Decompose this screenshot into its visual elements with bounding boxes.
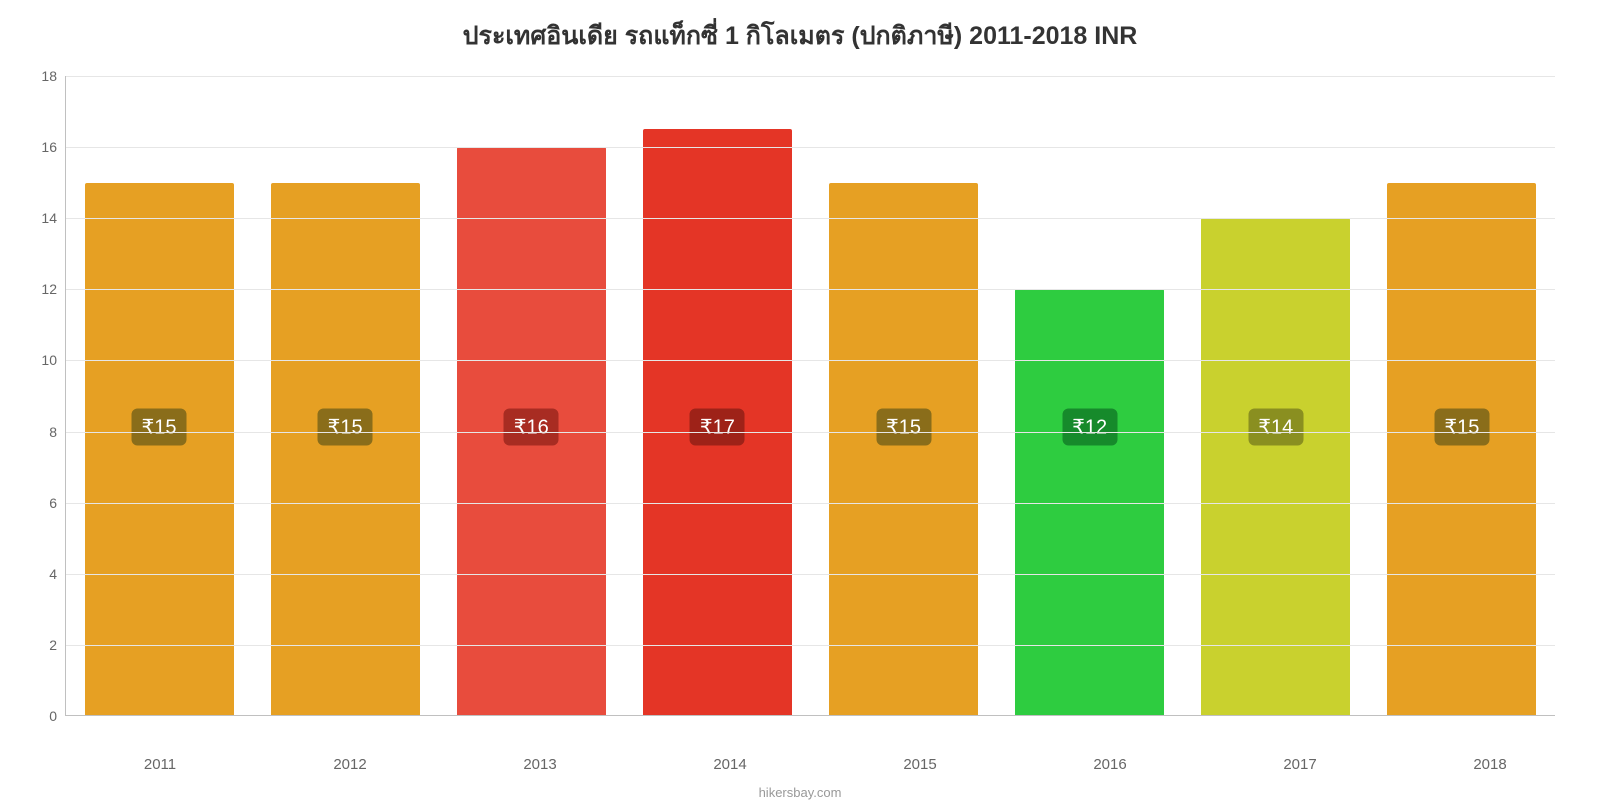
y-tick-label: 16 bbox=[41, 139, 57, 155]
gridline bbox=[66, 289, 1555, 290]
bar-slot: ₹15 bbox=[252, 76, 438, 715]
x-tick-label: 2016 bbox=[1015, 756, 1205, 773]
gridline bbox=[66, 218, 1555, 219]
x-tick-label: 2017 bbox=[1205, 756, 1395, 773]
bar: ₹15 bbox=[271, 183, 420, 716]
bar-value-label: ₹15 bbox=[876, 409, 931, 446]
bar-slot: ₹14 bbox=[1183, 76, 1369, 715]
bar-slot: ₹16 bbox=[438, 76, 624, 715]
chart-container: ประเทศอินเดีย รถแท็กซี่ 1 กิโลเมตร (ปกติ… bbox=[0, 0, 1600, 800]
y-tick-label: 2 bbox=[49, 637, 57, 653]
bars-group: ₹15 ₹15 ₹16 ₹17 ₹15 ₹12 ₹14 ₹15 bbox=[66, 76, 1555, 715]
attribution-text: hikersbay.com bbox=[759, 785, 842, 800]
gridline bbox=[66, 147, 1555, 148]
y-axis: 024681012141618 bbox=[25, 76, 65, 745]
bar: ₹15 bbox=[829, 183, 978, 716]
x-tick-label: 2014 bbox=[635, 756, 825, 773]
bar-slot: ₹15 bbox=[1369, 76, 1555, 715]
bar-slot: ₹15 bbox=[811, 76, 997, 715]
gridline bbox=[66, 360, 1555, 361]
y-tick-label: 0 bbox=[49, 708, 57, 724]
y-tick-label: 12 bbox=[41, 281, 57, 297]
bar: ₹17 bbox=[643, 129, 792, 715]
bar-value-label: ₹17 bbox=[690, 409, 745, 446]
gridline bbox=[66, 574, 1555, 575]
bar-value-label: ₹15 bbox=[1434, 409, 1489, 446]
chart-body: 024681012141618 ₹15₹15₹16₹17₹15₹12₹14₹15… bbox=[65, 76, 1585, 745]
y-tick-label: 6 bbox=[49, 495, 57, 511]
bar-value-label: ₹14 bbox=[1248, 409, 1303, 446]
bar-value-label: ₹15 bbox=[132, 409, 187, 446]
y-tick-label: 18 bbox=[41, 68, 57, 84]
gridline bbox=[66, 432, 1555, 433]
bar: ₹14 bbox=[1201, 218, 1350, 715]
x-tick-label: 2013 bbox=[445, 756, 635, 773]
y-tick-label: 8 bbox=[49, 424, 57, 440]
bar-slot: ₹17 bbox=[624, 76, 810, 715]
x-axis: 20112012201320142015201620172018 bbox=[65, 756, 1585, 773]
bar-slot: ₹15 bbox=[66, 76, 252, 715]
gridline bbox=[66, 503, 1555, 504]
y-tick-label: 10 bbox=[41, 352, 57, 368]
x-tick-label: 2018 bbox=[1395, 756, 1585, 773]
bar: ₹15 bbox=[85, 183, 234, 716]
bar-value-label: ₹16 bbox=[504, 409, 559, 446]
x-tick-label: 2015 bbox=[825, 756, 1015, 773]
bar: ₹15 bbox=[1387, 183, 1536, 716]
x-tick-label: 2011 bbox=[65, 756, 255, 773]
x-tick-label: 2012 bbox=[255, 756, 445, 773]
y-tick-label: 14 bbox=[41, 210, 57, 226]
bar-value-label: ₹15 bbox=[318, 409, 373, 446]
gridline bbox=[66, 645, 1555, 646]
chart-title: ประเทศอินเดีย รถแท็กซี่ 1 กิโลเมตร (ปกติ… bbox=[463, 16, 1138, 56]
bar-slot: ₹12 bbox=[997, 76, 1183, 715]
gridline bbox=[66, 76, 1555, 77]
bar-value-label: ₹12 bbox=[1062, 409, 1117, 446]
plot-area: ₹15 ₹15 ₹16 ₹17 ₹15 ₹12 ₹14 ₹15 bbox=[65, 76, 1555, 716]
y-tick-label: 4 bbox=[49, 566, 57, 582]
